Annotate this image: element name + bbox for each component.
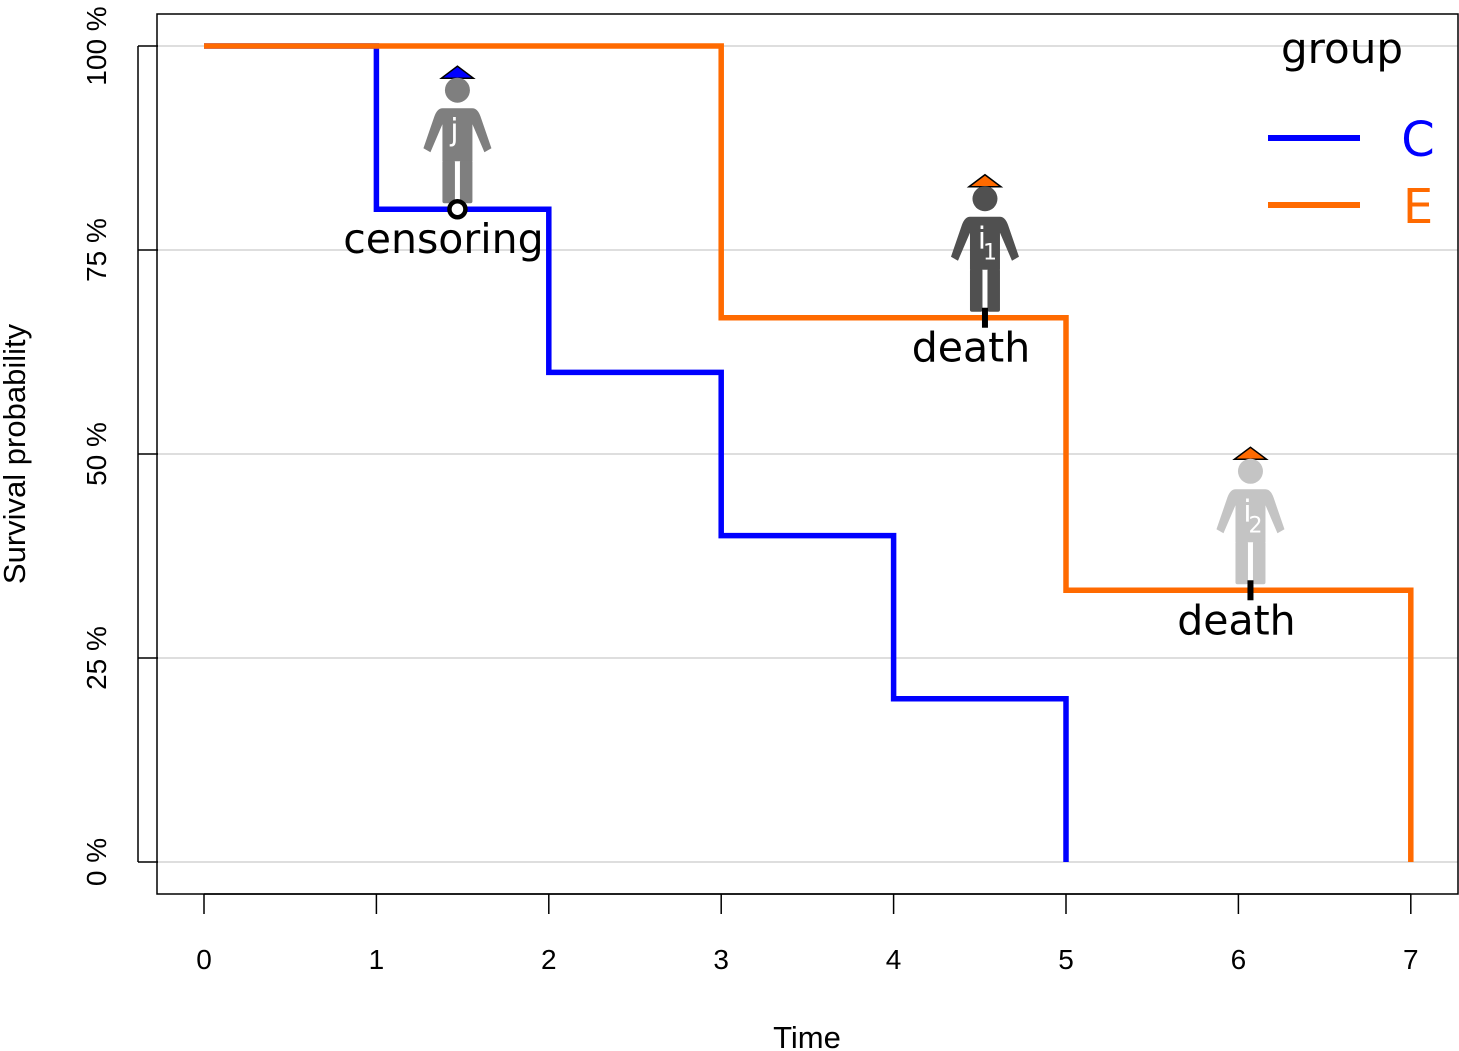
y-tick-label: 25 % <box>81 626 112 690</box>
series-C-line <box>204 43 1069 862</box>
annotation-2: i1 death <box>912 173 1030 372</box>
head-icon <box>444 77 470 103</box>
right-leg <box>459 160 473 204</box>
person-letter: i <box>978 222 986 257</box>
x-tick-label: 1 <box>369 944 385 975</box>
right-leg <box>987 268 1000 312</box>
grid-lines <box>157 45 1458 863</box>
person-icon <box>1216 489 1285 543</box>
y-tick-label: 50 % <box>81 422 112 486</box>
hat-icon <box>439 65 476 79</box>
person-subscript: 2 <box>1248 513 1262 538</box>
hat-icon <box>966 173 1004 188</box>
left-leg <box>969 268 983 312</box>
head-icon <box>1237 458 1263 484</box>
legend-label-C: C <box>1401 112 1435 168</box>
y-tick-label: 75 % <box>81 218 112 282</box>
legend-title: group <box>1281 24 1403 73</box>
series-lines <box>204 43 1414 862</box>
annotation-1: j censoring <box>343 65 544 263</box>
y-tick-label: 0 % <box>81 838 112 886</box>
x-tick-label: 2 <box>541 944 557 975</box>
person-letter: i <box>1243 494 1251 529</box>
x-tick-label: 5 <box>1058 944 1074 975</box>
x-tick-label: 7 <box>1403 944 1419 975</box>
legend-label-E: E <box>1403 179 1433 235</box>
x-axis: 0 1 2 3 4 5 6 7 <box>196 893 1419 975</box>
series-E-line <box>204 43 1414 862</box>
person-subscript: 1 <box>983 241 997 266</box>
y-axis: 0 % 25 % 50 % 75 % 100 % <box>81 6 158 886</box>
right-leg <box>1252 541 1266 585</box>
x-axis-title: Time <box>773 1020 841 1051</box>
annotation-3: i2 death <box>1177 446 1296 644</box>
person-letter: j <box>449 113 458 148</box>
left-leg <box>1235 541 1248 585</box>
y-tick-label: 100 % <box>81 6 112 85</box>
x-tick-label: 3 <box>713 944 729 975</box>
annotation-label: death <box>1177 596 1295 644</box>
censor-marker <box>447 198 468 220</box>
x-tick-label: 4 <box>886 944 902 975</box>
x-tick-label: 6 <box>1231 944 1247 975</box>
annotation-label: death <box>912 324 1030 372</box>
left-leg <box>442 160 455 204</box>
annotation-label: censoring <box>343 215 543 263</box>
person-icon <box>950 216 1019 270</box>
head-icon <box>972 186 998 212</box>
x-tick-label: 0 <box>196 944 212 975</box>
legend: group CE <box>1268 24 1435 235</box>
y-axis-title: Survival probability <box>0 323 32 584</box>
person-icon <box>423 108 492 162</box>
